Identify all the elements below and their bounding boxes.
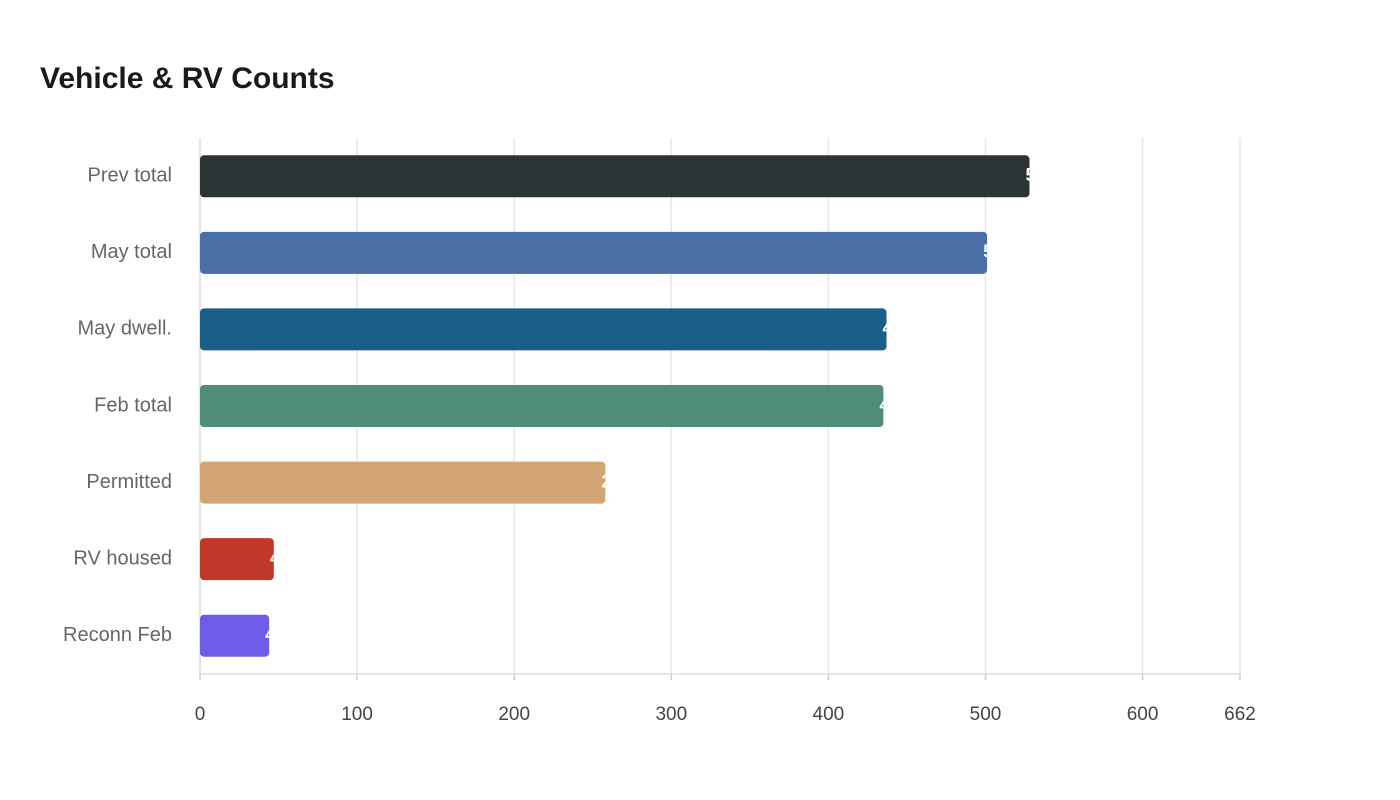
y-tick-label: Permitted — [86, 471, 172, 493]
value-label: 258 — [601, 471, 631, 491]
value-label: 501 — [983, 242, 1013, 262]
x-tick-label: 100 — [341, 704, 373, 725]
x-tick-label: 600 — [1127, 704, 1159, 725]
value-label: 528 — [1025, 165, 1055, 185]
bar — [200, 461, 606, 504]
value-label: 435 — [879, 395, 909, 415]
y-tick-label: May dwell. — [78, 318, 172, 340]
y-tick-label: Prev total — [88, 165, 172, 187]
value-label: 47 — [270, 548, 290, 568]
bar — [200, 231, 988, 274]
bar — [200, 308, 887, 351]
y-tick-label: Feb total — [94, 394, 172, 416]
y-tick-label: RV housed — [73, 547, 172, 569]
bar — [200, 385, 884, 427]
value-label: 437 — [883, 318, 913, 338]
y-tick-label: May total — [91, 241, 172, 263]
x-tick-label: 400 — [813, 704, 845, 725]
bar — [200, 538, 274, 581]
x-tick-label: 200 — [498, 704, 530, 725]
x-tick-label: 0 — [195, 704, 206, 725]
bar — [200, 155, 1030, 198]
y-tick-label: Reconn Feb — [63, 624, 172, 646]
bar — [200, 614, 270, 657]
value-label: 44 — [265, 624, 285, 644]
x-tick-label: 300 — [655, 704, 687, 725]
chart-title: Vehicle & RV Counts — [40, 62, 335, 95]
x-tick-label: 500 — [970, 704, 1002, 725]
x-tick-label: 662 — [1224, 704, 1256, 725]
